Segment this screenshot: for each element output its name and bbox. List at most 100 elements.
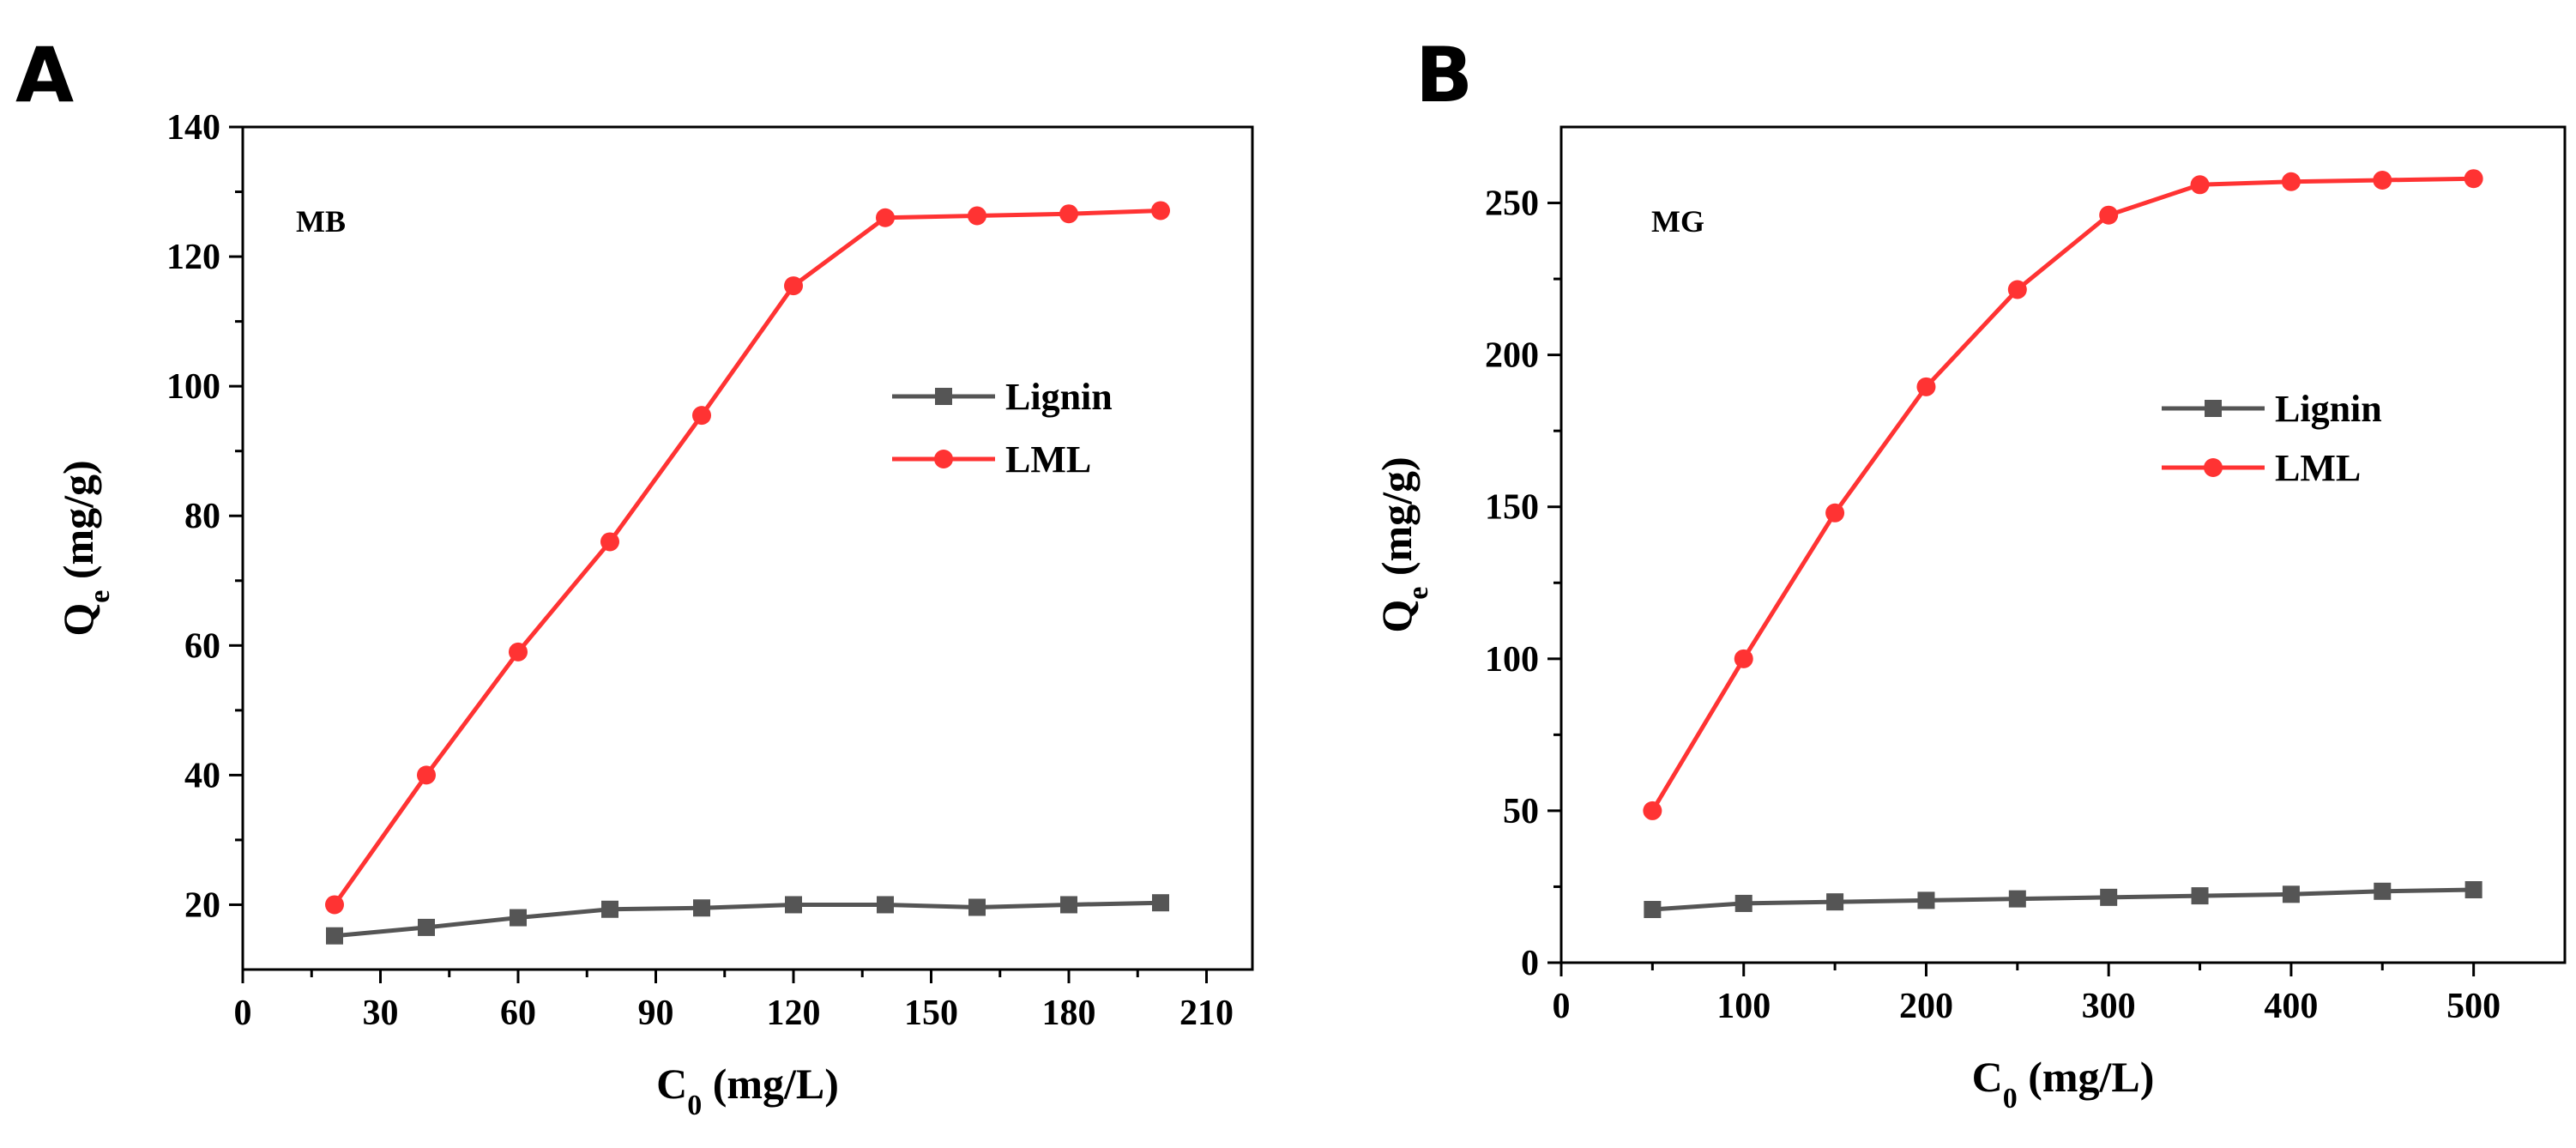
y-axis-title-unit: (mg/g) xyxy=(54,460,102,589)
data-point xyxy=(1734,650,1753,668)
y-tick-label: 20 xyxy=(184,885,220,925)
data-point xyxy=(1825,504,1844,523)
data-point xyxy=(418,919,435,936)
x-tick-label: 60 xyxy=(500,994,536,1033)
data-point xyxy=(1151,201,1170,220)
data-point xyxy=(1917,891,1934,909)
data-point xyxy=(1059,204,1078,223)
y-axis-title: Qe (mg/g) xyxy=(1372,456,1434,632)
data-point xyxy=(2192,887,2209,904)
x-tick-label: 180 xyxy=(1042,994,1096,1033)
data-point xyxy=(693,899,710,916)
plot-annotation: MB xyxy=(296,204,346,239)
x-tick-label: 120 xyxy=(767,994,821,1033)
chart-panel-a: A 0 30 60 90 120 150 180 210 20 40 60 80 100 120 140 C0 … xyxy=(15,31,1252,1121)
data-point xyxy=(785,896,802,913)
data-point xyxy=(325,895,344,914)
data-point xyxy=(968,206,986,225)
x-axis-title-sub: 0 xyxy=(687,1090,702,1121)
data-point xyxy=(1826,893,1843,910)
panel-letter: B xyxy=(1415,31,1473,119)
figure: A 0 30 60 90 120 150 180 210 20 40 60 80 100 120 140 C0 … xyxy=(0,0,2576,1148)
data-point xyxy=(417,765,436,784)
legend-marker xyxy=(2205,400,2222,417)
x-tick-label: 150 xyxy=(904,994,958,1033)
data-point xyxy=(2100,889,2117,906)
x-axis-title-unit: (mg/L) xyxy=(2018,1053,2155,1101)
data-point xyxy=(2374,883,2391,900)
data-point xyxy=(2009,891,2026,908)
legend: Lignin LML xyxy=(892,376,1113,480)
x-axis-title-sub: 0 xyxy=(2003,1083,2018,1115)
y-tick-label: 150 xyxy=(1485,488,1539,528)
data-point xyxy=(1735,895,1753,912)
y-axis-title-main: Q xyxy=(54,603,102,637)
x-axis-title: C0 (mg/L) xyxy=(1972,1053,2155,1115)
data-point xyxy=(2373,171,2392,190)
y-tick-label: 50 xyxy=(1503,792,1539,831)
x-tick-label: 100 xyxy=(1716,987,1771,1026)
y-tick-label: 100 xyxy=(1485,640,1539,680)
y-tick-label: 140 xyxy=(166,108,220,148)
y-axis-title-unit: (mg/g) xyxy=(1372,456,1421,586)
y-tick-label: 100 xyxy=(166,367,220,407)
data-point xyxy=(1644,901,1661,918)
legend-marker xyxy=(935,388,952,405)
series-lignin xyxy=(326,894,1169,945)
legend: Lignin LML xyxy=(2162,388,2382,489)
data-point xyxy=(600,532,619,551)
data-point xyxy=(2099,206,2118,225)
y-tick-label: 0 xyxy=(1521,944,1539,983)
plot-annotation: MG xyxy=(1651,204,1704,239)
legend-marker xyxy=(2204,458,2223,477)
data-point xyxy=(876,208,895,227)
data-point xyxy=(2283,885,2300,903)
data-point xyxy=(1643,801,1662,820)
series-line xyxy=(1652,890,2473,909)
data-point xyxy=(2282,172,2301,191)
panel-letter: A xyxy=(15,31,74,119)
series-line xyxy=(335,210,1161,904)
legend-label: LML xyxy=(1005,438,1091,480)
data-point xyxy=(601,901,618,918)
y-axis-title-main: Q xyxy=(1372,600,1421,633)
series-line xyxy=(335,903,1161,936)
data-point xyxy=(2191,175,2210,194)
x-tick-label: 30 xyxy=(363,994,399,1033)
x-tick-label: 0 xyxy=(1553,987,1571,1026)
data-point xyxy=(1060,896,1077,913)
series-lignin xyxy=(1644,881,2482,918)
data-point xyxy=(510,909,527,927)
legend-label: Lignin xyxy=(1005,376,1113,418)
legend-label: LML xyxy=(2275,447,2361,489)
x-tick-label: 300 xyxy=(2082,987,2136,1026)
x-tick-label: 500 xyxy=(2446,987,2501,1026)
series-lml xyxy=(1643,169,2482,820)
series-line xyxy=(1652,178,2473,811)
x-tick-label: 200 xyxy=(1899,987,1953,1026)
data-point xyxy=(877,896,894,913)
y-tick-label: 80 xyxy=(184,497,220,536)
legend-marker xyxy=(934,450,953,468)
x-tick-label: 210 xyxy=(1179,994,1234,1033)
data-point xyxy=(509,643,528,662)
series-lml xyxy=(325,201,1170,914)
data-point xyxy=(1152,894,1169,911)
data-point xyxy=(692,406,711,425)
x-tick-label: 0 xyxy=(234,994,252,1033)
y-tick-label: 250 xyxy=(1485,184,1539,224)
data-point xyxy=(784,276,803,295)
y-axis-title-sub: e xyxy=(1403,587,1434,600)
x-tick-label: 90 xyxy=(638,994,674,1033)
x-axis-title-main: C xyxy=(1972,1053,2003,1101)
y-tick-label: 60 xyxy=(184,626,220,666)
x-axis-title: C0 (mg/L) xyxy=(656,1060,839,1121)
data-point xyxy=(2464,169,2483,188)
y-tick-label: 120 xyxy=(166,238,220,277)
y-tick-label: 40 xyxy=(184,756,220,795)
legend-label: Lignin xyxy=(2275,388,2382,430)
x-tick-label: 400 xyxy=(2264,987,2318,1026)
plot-frame xyxy=(243,127,1252,970)
data-point xyxy=(326,927,343,945)
